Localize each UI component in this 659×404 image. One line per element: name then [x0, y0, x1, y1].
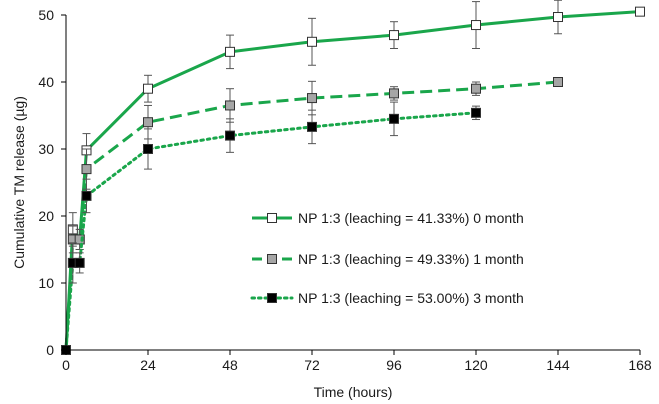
series-line [64, 111, 478, 352]
data-point [81, 164, 92, 175]
x-tick-label: 48 [222, 357, 238, 373]
data-point [307, 93, 317, 104]
legend: NP 1:3 (leaching = 41.33%) 0 month NP 1:3… [250, 210, 524, 306]
x-tick-label: 24 [140, 357, 156, 373]
legend-item: NP 1:3 (leaching = 41.33%) 0 month [252, 210, 524, 226]
data-point [225, 46, 235, 57]
legend-label: NP 1:3 (leaching = 41.33%) 0 month [298, 210, 524, 226]
data-point [225, 100, 235, 111]
data-point [307, 121, 317, 132]
series-layer [61, 0, 645, 355]
x-tick-label: 72 [304, 357, 320, 373]
data-point [389, 30, 399, 41]
data-point [307, 36, 317, 47]
x-tick-label: 120 [464, 357, 488, 373]
legend-marker [267, 213, 277, 223]
data-point [553, 12, 563, 23]
legend-label: NP 1:3 (leaching = 53.00%) 3 month [298, 290, 524, 306]
y-tick-label: 50 [38, 7, 54, 23]
data-point [553, 77, 563, 87]
y-tick-label: 10 [38, 275, 54, 291]
data-point [74, 257, 85, 268]
legend-item: NP 1:3 (leaching = 49.33%) 1 month [252, 251, 524, 267]
data-point [143, 117, 153, 128]
tick-layer: 0 24 48 72 96 120 144 168 0 10 20 30 40 50 [38, 7, 651, 373]
data-point [143, 83, 153, 94]
axis-layer [65, 15, 640, 351]
y-tick-label: 30 [38, 141, 54, 157]
legend-marker [267, 293, 277, 303]
data-point [471, 107, 481, 118]
y-tick-label: 40 [38, 74, 54, 90]
data-point [143, 144, 153, 154]
data-point [389, 88, 399, 99]
data-point [471, 20, 481, 31]
x-tick-label: 0 [62, 357, 70, 373]
x-tick-label: 144 [546, 357, 570, 373]
legend-label: NP 1:3 (leaching = 49.33%) 1 month [298, 251, 524, 267]
data-point [471, 83, 481, 94]
data-point [74, 234, 85, 245]
y-axis-title: Cumulative TM release (µg) [11, 96, 27, 269]
data-point [225, 130, 235, 141]
legend-marker [267, 254, 277, 264]
x-tick-label: 96 [386, 357, 402, 373]
data-point [389, 113, 399, 124]
legend-item: NP 1:3 (leaching = 53.00%) 3 month [250, 290, 524, 306]
x-axis-title: Time (hours) [314, 384, 393, 400]
data-point [81, 190, 92, 201]
x-tick-label: 168 [628, 357, 652, 373]
y-tick-label: 20 [38, 208, 54, 224]
y-tick-label: 0 [46, 342, 54, 358]
data-point [635, 6, 645, 17]
